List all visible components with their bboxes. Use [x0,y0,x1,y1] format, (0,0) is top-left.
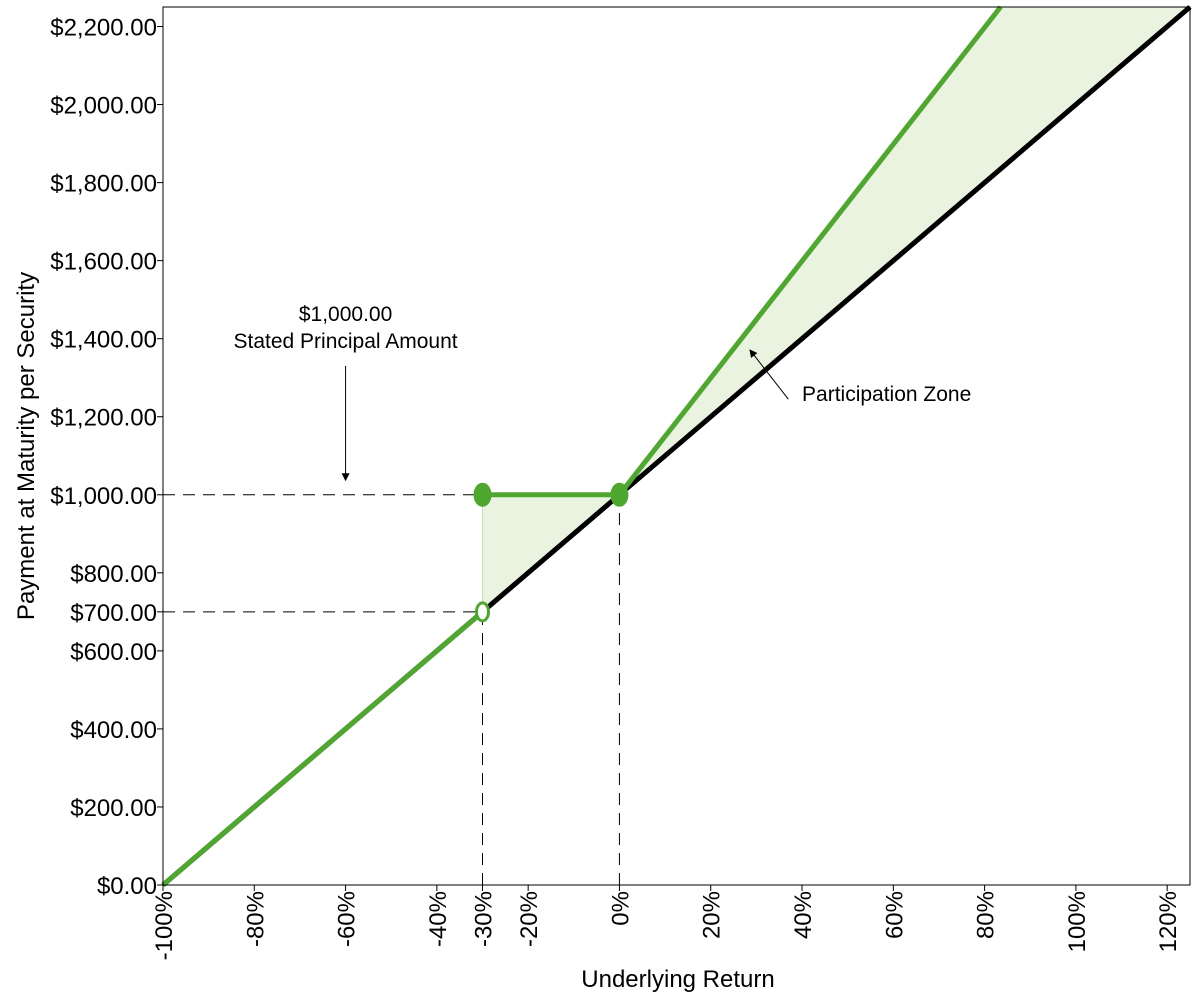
y-tick-label: $1,600.00 [50,249,157,276]
series-security-above [617,5,1003,497]
x-tick-label: 60% [881,891,908,939]
x-axis-title: Underlying Return [581,966,774,993]
reference-lines [163,494,620,885]
y-tick-label: $1,000.00 [50,483,157,510]
y-tick-label: $800.00 [70,561,157,588]
y-axis-title: Payment at Maturity per Security [13,272,40,620]
markers [473,482,629,623]
y-tick-label: $700.00 [70,600,157,627]
y-tick-label: $1,400.00 [50,327,157,354]
x-tick-label: -80% [242,891,269,947]
marker-filled-1 [610,482,629,507]
annotation-line: Stated Principal Amount [234,330,458,353]
x-tick-label: 0% [607,891,634,926]
plot-frame [162,6,1191,886]
x-tick-label: -100% [151,891,178,960]
y-tick-label: $2,000.00 [50,93,157,120]
y-tick-label: $200.00 [70,795,157,822]
series-security-below [161,609,485,887]
x-tick-label: -40% [425,891,452,947]
series-lines [161,5,1192,887]
annotation-principal: $1,000.00 Stated Principal Amount [234,303,458,353]
annotation-line: $1,000.00 [299,303,392,326]
x-tick-label: 120% [1155,891,1182,952]
y-tick-label: $0.00 [97,873,157,900]
y-tick-label: $1,800.00 [50,171,157,198]
marker-filled-0 [473,482,492,507]
x-tick-label: -30% [471,891,498,947]
annotations: $1,000.00 Stated Principal Amount Particip… [234,303,971,482]
y-tick-label: $1,200.00 [50,405,157,432]
x-tick-label: 20% [699,891,726,939]
y-tick-label: $2,200.00 [50,15,157,42]
marker-open-2 [475,601,491,623]
y-axis-ticks: $0.00 $200.00 $400.00 $600.00 $700.00 $800.00… [50,15,163,900]
annotation-arrow-participation [749,349,789,400]
x-tick-label: 100% [1064,891,1091,952]
annotation-participation: Participation Zone [802,383,971,406]
x-tick-label: 40% [790,891,817,939]
x-tick-label: -20% [516,891,543,947]
y-tick-label: $400.00 [70,717,157,744]
x-axis-ticks: -100% -80% -60% -40% -30% -20% 0% 20% 40% 60% 80% 1… [151,885,1182,960]
x-tick-label: 80% [973,891,1000,939]
y-tick-label: $600.00 [70,639,157,666]
x-tick-label: -60% [334,891,361,947]
